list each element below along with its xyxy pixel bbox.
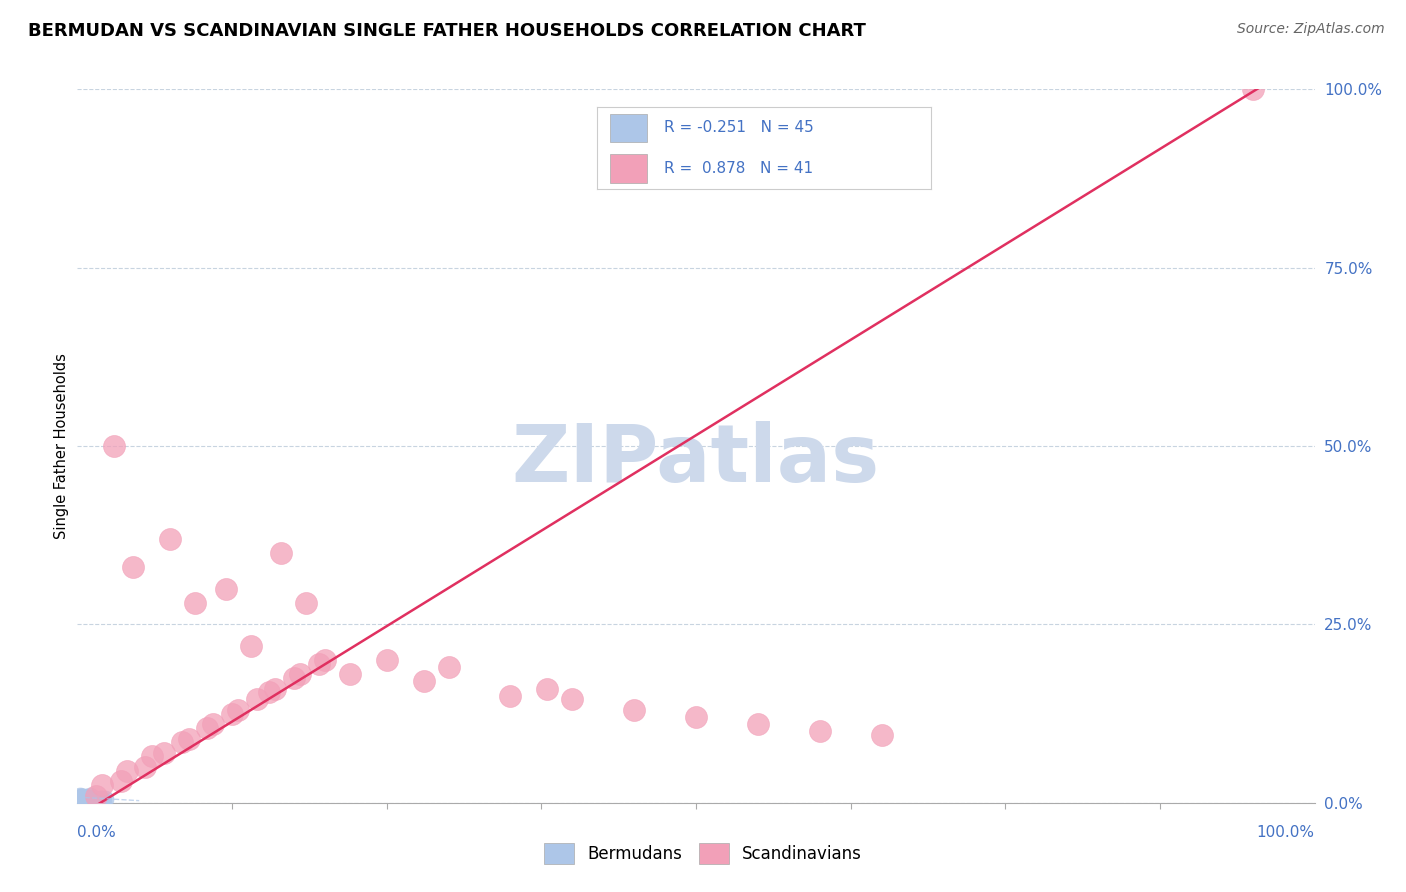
Point [73, 792, 96, 806]
Point [67, 794, 90, 808]
Point [91, 778, 114, 792]
Point [283, 671, 305, 685]
Point [73, 792, 96, 806]
Point [264, 681, 287, 696]
Point [73, 791, 96, 805]
Point [67, 793, 90, 807]
Point [84, 789, 107, 803]
Point [314, 653, 336, 667]
Point [76, 793, 98, 807]
Point [153, 746, 176, 760]
Point [226, 703, 249, 717]
Point [72, 793, 94, 807]
Point [288, 667, 311, 681]
Legend: Bermudans, Scandinavians: Bermudans, Scandinavians [537, 837, 869, 871]
Point [221, 706, 243, 721]
Y-axis label: Single Father Households: Single Father Households [53, 353, 69, 539]
Point [195, 721, 218, 735]
Point [84, 792, 107, 806]
Text: BERMUDAN VS SCANDINAVIAN SINGLE FATHER HOUSEHOLDS CORRELATION CHART: BERMUDAN VS SCANDINAVIAN SINGLE FATHER H… [28, 22, 866, 40]
Point [82, 793, 104, 807]
Point [76, 790, 98, 805]
Point [239, 639, 262, 653]
Point [499, 689, 522, 703]
Point [270, 546, 292, 560]
Point [561, 692, 583, 706]
Point [685, 710, 707, 724]
Point [80, 791, 103, 805]
Point [83, 791, 105, 805]
Point [536, 681, 558, 696]
Point [115, 764, 138, 778]
Point [86, 794, 108, 808]
Point [91, 793, 114, 807]
Point [77, 793, 100, 807]
Point [623, 703, 645, 717]
Point [184, 596, 207, 610]
Text: 100.0%: 100.0% [1257, 825, 1315, 840]
Point [84, 792, 107, 806]
Point [122, 560, 145, 574]
Point [257, 685, 280, 699]
Point [76, 791, 98, 805]
Point [70, 794, 93, 808]
Point [246, 692, 269, 706]
Point [177, 731, 200, 746]
Point [80, 790, 103, 805]
Text: Source: ZipAtlas.com: Source: ZipAtlas.com [1237, 22, 1385, 37]
Point [69, 789, 91, 803]
Point [79, 789, 101, 804]
Point [90, 791, 112, 805]
Point [72, 793, 94, 807]
Text: 0.0%: 0.0% [77, 825, 117, 840]
Point [103, 439, 125, 453]
Point [747, 717, 769, 731]
Point [70, 790, 93, 805]
Point [412, 674, 434, 689]
Point [375, 653, 398, 667]
Point [75, 790, 97, 805]
Point [76, 791, 98, 805]
Point [134, 760, 156, 774]
Point [308, 657, 330, 671]
Point [808, 724, 831, 739]
Text: ZIPatlas: ZIPatlas [512, 421, 880, 500]
Point [72, 790, 94, 805]
Point [75, 794, 97, 808]
Point [75, 790, 97, 805]
Point [202, 717, 225, 731]
Point [437, 660, 460, 674]
Point [72, 790, 94, 805]
Point [89, 792, 111, 806]
Point [1241, 82, 1264, 96]
Point [82, 794, 104, 808]
Point [93, 791, 115, 805]
Point [72, 790, 94, 805]
Point [870, 728, 893, 742]
Point [69, 791, 91, 805]
Point [110, 774, 132, 789]
Point [77, 794, 100, 808]
Point [295, 596, 318, 610]
Point [70, 794, 93, 808]
Point [87, 793, 110, 807]
Point [69, 792, 91, 806]
Point [76, 790, 98, 805]
Point [159, 532, 181, 546]
Point [72, 792, 94, 806]
Point [77, 792, 100, 806]
Point [91, 794, 114, 808]
Point [172, 735, 194, 749]
Point [141, 749, 163, 764]
Point [339, 667, 361, 681]
Point [79, 794, 101, 808]
Point [69, 792, 91, 806]
Point [215, 582, 238, 596]
